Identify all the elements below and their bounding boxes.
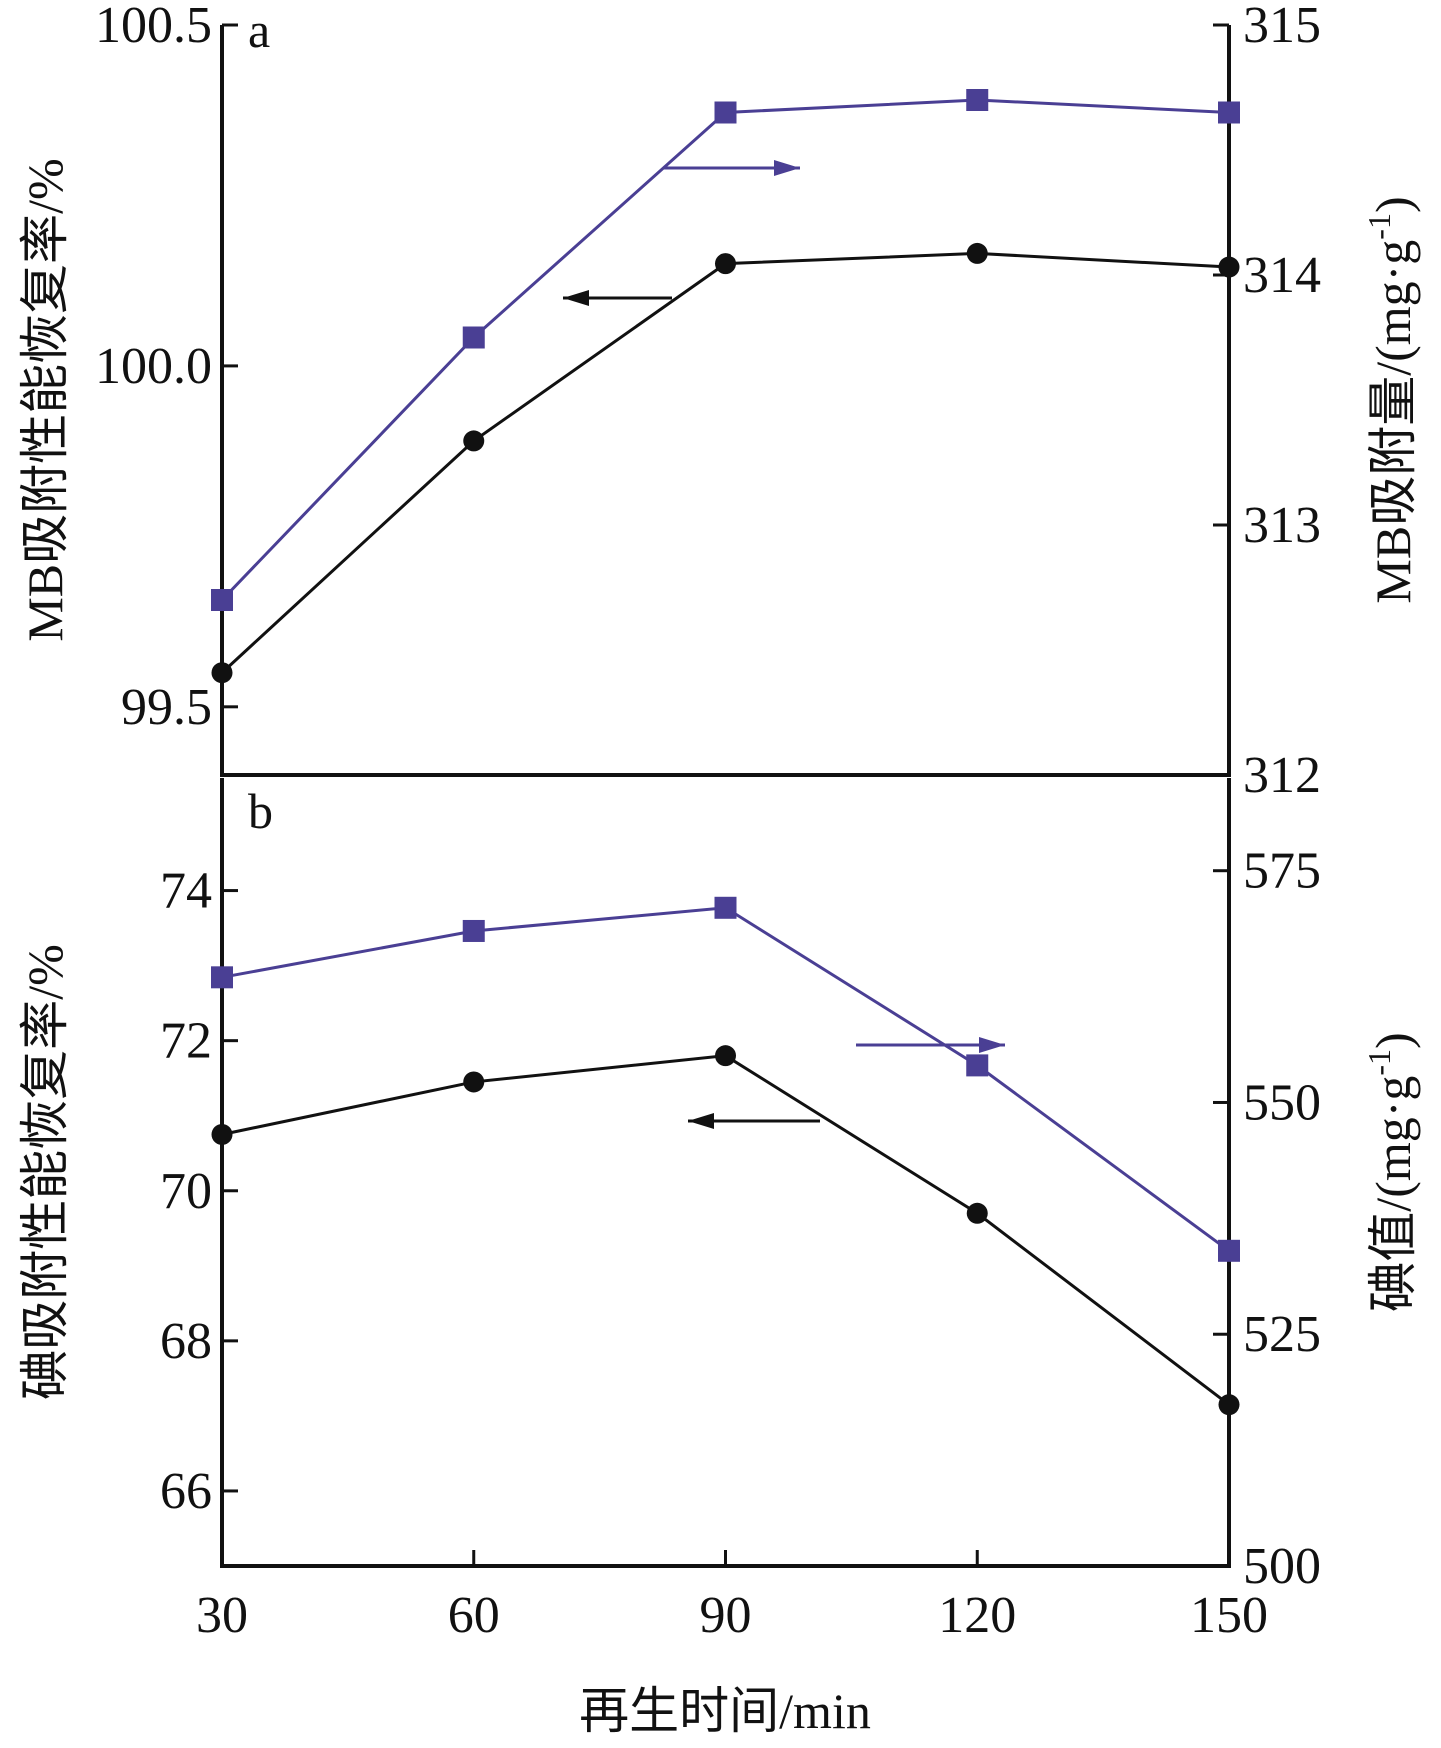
data-point-circle [966, 242, 988, 264]
right-y-tick-label: 313 [1243, 497, 1321, 554]
left-y-tick-label: 70 [160, 1163, 212, 1220]
data-point-square [462, 326, 485, 349]
data-point-square [462, 919, 485, 942]
series-line [220, 98, 1230, 602]
left-y-axis-title: MB吸附性能恢复率/% [17, 158, 73, 641]
right-y-axis-title-sup: -1 [1361, 213, 1397, 240]
right-y-tick-label: 315 [1243, 0, 1321, 54]
data-point-circle [715, 253, 736, 275]
right-y-axis-title-sup: -1 [1361, 1049, 1397, 1076]
right-y-axis-title-close: ) [1365, 1032, 1421, 1049]
data-point-circle [211, 662, 233, 684]
left-y-axis-title: 碘吸附性能恢复率/% [17, 944, 73, 1400]
left-y-tick-label: 100.5 [95, 0, 212, 54]
left-y-tick-label: 66 [160, 1463, 212, 1520]
data-point-circle [463, 1071, 485, 1093]
data-point-square [714, 101, 737, 124]
right-y-tick-label: 314 [1243, 247, 1321, 304]
data-point-square [714, 896, 737, 919]
x-tick-label: 60 [448, 1587, 500, 1644]
data-point-circle [463, 430, 485, 452]
left-axis-arrow-head [688, 1113, 714, 1129]
data-point-square [211, 966, 233, 989]
right-y-tick-label: 550 [1243, 1074, 1321, 1131]
right-y-axis-title-main: 碘值/(mg·g [1365, 1076, 1421, 1312]
right-axis-arrow-head [979, 1037, 1005, 1053]
data-point-circle [966, 1202, 988, 1224]
right-y-axis-title: 碘值/(mg·g-1) [1361, 1032, 1421, 1311]
x-tick-label: 150 [1190, 1587, 1268, 1644]
data-point-square [966, 1054, 989, 1077]
x-tick-label: 30 [196, 1587, 248, 1644]
right-y-axis-title-close: ) [1365, 196, 1421, 213]
data-point-circle [1218, 1394, 1240, 1416]
series-line [221, 906, 1230, 1253]
x-tick-label: 120 [938, 1587, 1016, 1644]
right-y-tick-label: 312 [1243, 747, 1321, 804]
left-axis-arrow-head [563, 290, 589, 306]
x-axis: 30 60 90 120 150 再生时间/min [196, 1550, 1268, 1739]
data-point-square [966, 89, 989, 111]
data-point-square [211, 589, 233, 611]
data-point-circle [1218, 256, 1240, 278]
left-y-tick-label: 100.0 [95, 338, 212, 395]
data-point-square [1218, 1239, 1240, 1262]
series-line [220, 251, 1230, 674]
x-tick-label: 90 [700, 1587, 752, 1644]
left-y-tick-label: 72 [160, 1013, 212, 1070]
panel-b: 66 68 70 72 74 500 525 550 575 b 碘吸附性能恢复率/% 碘值/(mg·… [17, 778, 1421, 1595]
left-y-tick-label: 68 [160, 1313, 212, 1370]
data-point-circle [211, 1123, 233, 1145]
right-y-axis-title: MB吸附量/(mg·g-1) [1361, 196, 1421, 603]
left-y-tick-label: 99.5 [121, 679, 212, 736]
series-line [221, 1054, 1230, 1406]
panel-a: 99.5 100.0 100.5 312 313 314 315 a MB吸附性能恢复率/% MB… [17, 0, 1421, 804]
right-axis-arrow-head [774, 160, 800, 176]
right-y-tick-label: 575 [1243, 843, 1321, 900]
panel-tag: b [248, 783, 273, 839]
left-y-tick-label: 74 [160, 863, 212, 920]
right-y-tick-label: 500 [1243, 1538, 1321, 1595]
data-point-circle [715, 1045, 736, 1067]
right-y-tick-label: 525 [1243, 1306, 1321, 1363]
data-point-square [1218, 101, 1240, 124]
x-axis-title: 再生时间/min [579, 1683, 871, 1739]
panel-tag: a [248, 2, 270, 58]
right-y-axis-title-main: MB吸附量/(mg·g [1365, 240, 1421, 604]
